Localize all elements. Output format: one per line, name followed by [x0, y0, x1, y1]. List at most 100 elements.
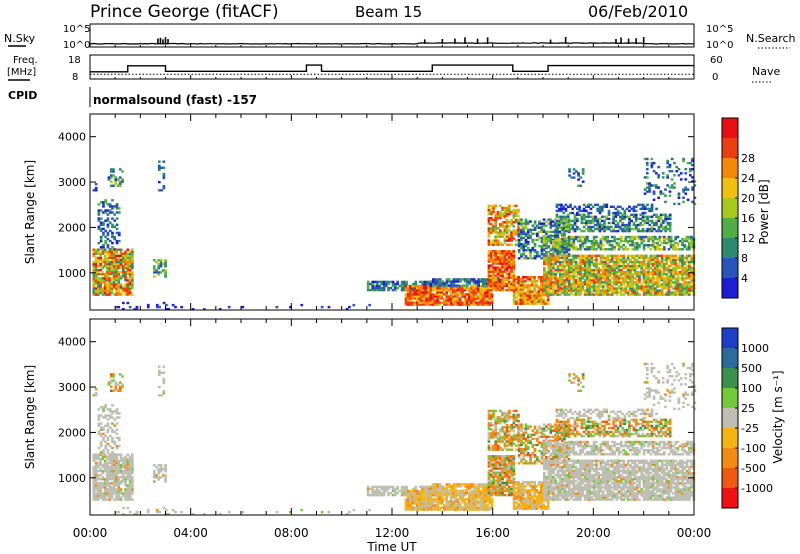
power-cell	[468, 297, 471, 300]
power-cell	[146, 305, 150, 309]
power-cell	[637, 227, 640, 231]
power-cell	[543, 260, 546, 264]
power-cell	[676, 258, 680, 262]
power-cell	[595, 268, 598, 272]
power-cell	[606, 237, 610, 241]
power-cell	[610, 285, 614, 288]
power-cell	[651, 239, 655, 243]
velocity-cell	[124, 476, 127, 479]
power-cell	[685, 256, 689, 260]
power-cell	[103, 250, 107, 253]
power-cell	[599, 241, 603, 245]
velocity-cell	[472, 502, 476, 505]
power-cell	[560, 207, 563, 211]
power-cell	[503, 282, 507, 286]
velocity-cell	[99, 484, 102, 487]
power-cell	[517, 225, 520, 228]
power-cell	[666, 161, 669, 165]
power-cell	[674, 237, 678, 241]
power-cell	[608, 248, 612, 251]
velocity-cell	[124, 478, 127, 481]
power-cell	[503, 229, 507, 232]
velocity-cell	[126, 467, 130, 471]
power-cell	[646, 217, 649, 221]
power-cell	[625, 215, 629, 218]
power-cell	[104, 229, 107, 233]
power-cell	[607, 225, 611, 229]
velocity-cell	[99, 473, 102, 477]
velocity-cell	[119, 480, 123, 483]
velocity-cell	[126, 473, 130, 477]
power-cell	[612, 211, 615, 215]
power-cell	[115, 291, 118, 294]
power-cell	[489, 212, 493, 216]
power-cell	[118, 180, 122, 183]
power-cell	[119, 266, 123, 270]
power-cell	[515, 290, 518, 293]
power-cell	[463, 301, 467, 304]
power-cell	[117, 273, 121, 276]
power-cell	[615, 273, 619, 276]
power-cell	[463, 297, 467, 300]
power-cell	[472, 301, 476, 304]
velocity-cell	[92, 480, 96, 483]
power-cell	[131, 275, 134, 278]
power-cell	[106, 287, 109, 290]
power-cell	[667, 285, 671, 288]
power-cell	[659, 217, 663, 221]
power-cell	[366, 280, 370, 284]
power-cell	[535, 294, 539, 297]
power-cell	[97, 289, 100, 292]
power-cell	[598, 229, 602, 233]
power-cell	[628, 215, 631, 218]
power-cell	[122, 260, 125, 264]
power-cell	[520, 228, 523, 231]
power-cell	[540, 253, 544, 256]
power-cell	[543, 254, 546, 257]
power-cell	[585, 209, 588, 213]
power-cell	[594, 217, 597, 221]
power-cell	[583, 256, 587, 260]
power-cell	[583, 239, 587, 243]
power-cell	[531, 238, 535, 242]
velocity-cell	[128, 463, 132, 467]
power-cell	[651, 277, 655, 280]
power-cell	[536, 224, 539, 227]
power-cell	[459, 280, 462, 283]
velocity-cell	[108, 453, 112, 456]
power-cell	[596, 207, 600, 211]
velocity-cell	[112, 461, 116, 465]
power-cell	[92, 291, 96, 294]
power-cell	[649, 293, 653, 296]
power-cell	[540, 284, 543, 287]
power-cell	[112, 252, 116, 255]
power-cell	[533, 226, 537, 229]
power-cell	[642, 289, 646, 292]
power-cell	[92, 273, 96, 276]
power-cell	[505, 282, 509, 286]
power-cell	[654, 291, 657, 294]
power-cell	[622, 239, 625, 243]
power-cell	[683, 271, 687, 274]
power-cell	[597, 246, 601, 249]
power-cell	[545, 232, 548, 235]
power-cell	[526, 276, 530, 279]
power-cell	[438, 289, 442, 292]
power-cell	[651, 293, 655, 296]
power-cell	[529, 230, 532, 233]
velocity-cell	[409, 498, 412, 501]
power-cell	[375, 284, 379, 288]
power-cell	[556, 239, 560, 243]
power-cell	[526, 286, 530, 289]
power-cell	[468, 301, 471, 304]
power-cell	[681, 241, 684, 245]
power-cell	[503, 250, 507, 253]
velocity-cell	[445, 504, 449, 507]
velocity-cell	[423, 487, 427, 491]
velocity-cell	[99, 490, 102, 493]
power-cell	[528, 296, 532, 299]
power-cell	[647, 237, 650, 241]
velocity-cell	[106, 408, 110, 411]
power-cell	[644, 281, 648, 284]
power-cell	[621, 217, 624, 221]
